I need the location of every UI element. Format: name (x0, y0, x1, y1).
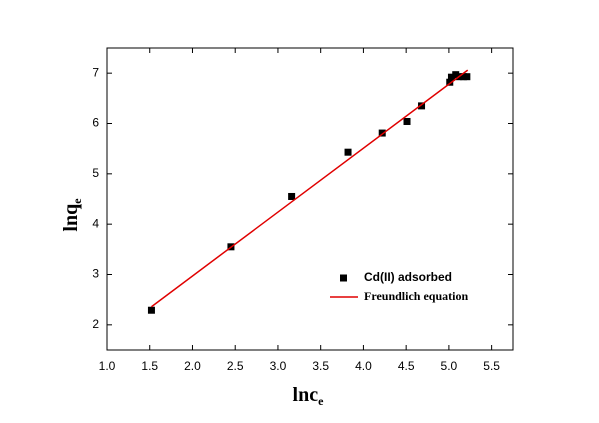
x-tick-label: 4.5 (398, 359, 415, 373)
x-tick-label: 3.0 (270, 359, 287, 373)
y-axis-title-main: lnq (60, 204, 82, 232)
y-tick-label: 6 (92, 116, 99, 130)
legend-label: Cd(II) adsorbed (364, 270, 452, 284)
fit-line (150, 69, 469, 308)
y-axis-title: lnqe (60, 198, 84, 232)
data-point (403, 117, 411, 125)
y-tick-label: 2 (92, 317, 99, 331)
data-point (288, 192, 296, 200)
x-tick-label: 2.0 (184, 359, 201, 373)
x-axis-title: lnce (293, 384, 325, 408)
y-tick-label: 7 (92, 65, 99, 79)
x-axis-title-sub: e (318, 394, 324, 408)
data-point (147, 306, 155, 314)
x-tick-label: 5.5 (483, 359, 500, 373)
legend-swatch (340, 274, 347, 282)
data-point (344, 148, 352, 156)
data-point (446, 78, 454, 86)
x-tick-label: 2.5 (227, 359, 244, 373)
data-point (463, 73, 471, 81)
x-tick-label: 3.5 (312, 359, 329, 373)
data-point (418, 102, 426, 110)
data-point (378, 129, 386, 137)
y-tick-label: 4 (92, 216, 99, 230)
x-tick-label: 1.5 (141, 359, 158, 373)
y-tick-label: 3 (92, 267, 99, 281)
data-point (447, 73, 455, 81)
x-axis-title-main: lnc (293, 384, 319, 406)
y-axis-title-sub: e (70, 198, 84, 204)
x-tick-label: 1.0 (99, 359, 116, 373)
y-tick-label: 5 (92, 166, 99, 180)
plot-frame (106, 47, 514, 351)
x-tick-label: 4.0 (355, 359, 372, 373)
x-tick-label: 5.0 (441, 359, 458, 373)
legend-label: Freundlich equation (364, 289, 468, 303)
